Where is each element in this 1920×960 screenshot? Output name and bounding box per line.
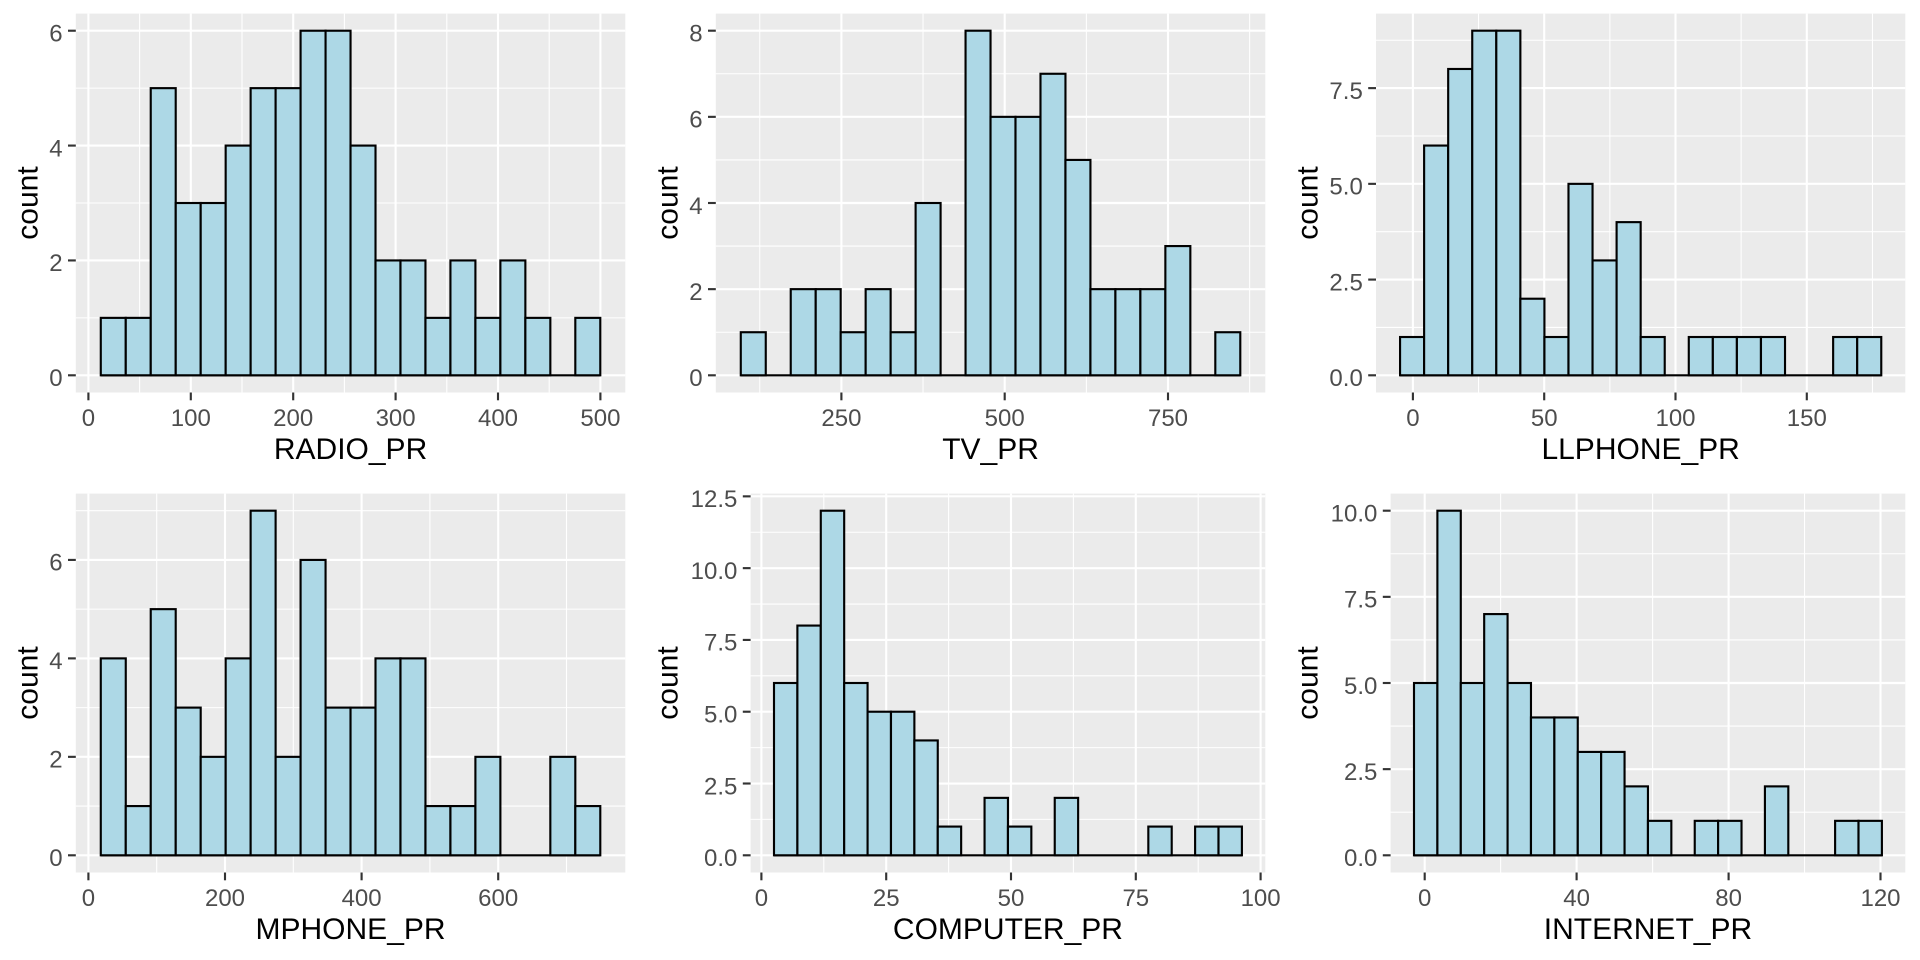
svg-text:300: 300: [376, 405, 416, 432]
svg-text:5.0: 5.0: [1344, 673, 1377, 700]
svg-text:LLPHONE_PR: LLPHONE_PR: [1541, 433, 1739, 466]
svg-text:4: 4: [49, 648, 62, 675]
svg-text:RADIO_PR: RADIO_PR: [274, 433, 427, 466]
svg-text:TV_PR: TV_PR: [942, 433, 1039, 466]
svg-text:250: 250: [821, 405, 861, 432]
svg-text:4: 4: [689, 193, 702, 220]
svg-text:40: 40: [1563, 885, 1590, 912]
svg-text:4: 4: [49, 135, 62, 162]
svg-text:5.0: 5.0: [704, 702, 737, 729]
svg-text:50: 50: [998, 885, 1025, 912]
svg-text:0: 0: [1418, 885, 1431, 912]
svg-text:MPHONE_PR: MPHONE_PR: [256, 913, 446, 946]
svg-text:10.0: 10.0: [1331, 501, 1378, 528]
svg-text:50: 50: [1531, 405, 1558, 432]
svg-text:2: 2: [49, 250, 62, 277]
svg-text:0: 0: [82, 885, 95, 912]
svg-text:7.5: 7.5: [1344, 587, 1377, 614]
svg-text:0.0: 0.0: [704, 845, 737, 872]
svg-text:0: 0: [689, 365, 702, 392]
svg-text:0.0: 0.0: [1344, 845, 1377, 872]
svg-text:7.5: 7.5: [1329, 78, 1362, 105]
svg-text:0: 0: [755, 885, 768, 912]
svg-text:600: 600: [478, 885, 518, 912]
svg-text:150: 150: [1787, 405, 1827, 432]
svg-text:COMPUTER_PR: COMPUTER_PR: [893, 913, 1123, 946]
svg-text:25: 25: [873, 885, 900, 912]
svg-text:0: 0: [49, 845, 62, 872]
svg-text:12.5: 12.5: [691, 486, 738, 513]
svg-text:6: 6: [689, 107, 702, 134]
svg-text:2: 2: [49, 747, 62, 774]
svg-text:75: 75: [1122, 885, 1149, 912]
svg-text:2.5: 2.5: [704, 773, 737, 800]
svg-text:count: count: [1291, 646, 1324, 720]
svg-text:7.5: 7.5: [704, 630, 737, 657]
svg-text:200: 200: [205, 885, 245, 912]
svg-text:count: count: [651, 166, 684, 240]
svg-text:6: 6: [49, 550, 62, 577]
svg-text:0.0: 0.0: [1329, 365, 1362, 392]
svg-text:2.5: 2.5: [1329, 269, 1362, 296]
svg-text:400: 400: [342, 885, 382, 912]
svg-text:400: 400: [478, 405, 518, 432]
svg-text:80: 80: [1715, 885, 1742, 912]
svg-text:0: 0: [82, 405, 95, 432]
svg-text:10.0: 10.0: [691, 558, 738, 585]
svg-text:count: count: [11, 646, 44, 720]
svg-text:INTERNET_PR: INTERNET_PR: [1544, 913, 1752, 946]
svg-text:0: 0: [1406, 405, 1419, 432]
svg-text:750: 750: [1148, 405, 1188, 432]
svg-text:8: 8: [689, 21, 702, 48]
svg-text:100: 100: [1241, 885, 1281, 912]
svg-text:200: 200: [273, 405, 313, 432]
svg-text:count: count: [1291, 166, 1324, 240]
svg-text:100: 100: [1655, 405, 1695, 432]
svg-text:500: 500: [580, 405, 620, 432]
svg-text:2: 2: [689, 279, 702, 306]
svg-text:count: count: [651, 646, 684, 720]
svg-text:500: 500: [985, 405, 1025, 432]
svg-text:120: 120: [1860, 885, 1900, 912]
svg-text:6: 6: [49, 21, 62, 48]
svg-text:100: 100: [171, 405, 211, 432]
svg-text:count: count: [11, 166, 44, 240]
svg-text:2.5: 2.5: [1344, 759, 1377, 786]
svg-text:0: 0: [49, 365, 62, 392]
svg-text:5.0: 5.0: [1329, 174, 1362, 201]
